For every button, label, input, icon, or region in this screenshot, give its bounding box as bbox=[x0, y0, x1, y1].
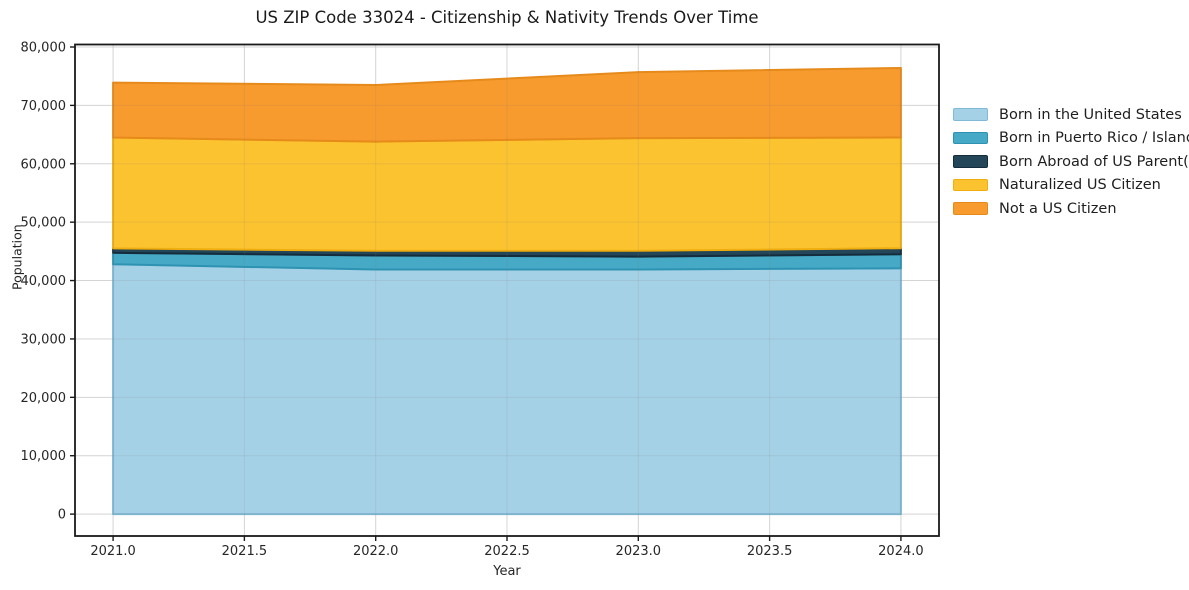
legend-label: Born Abroad of US Parent(s) bbox=[999, 153, 1189, 170]
plot-border bbox=[74, 43, 940, 537]
y-tick-label: 20,000 bbox=[21, 391, 67, 406]
x-tick-label: 2024.0 bbox=[878, 544, 924, 559]
legend-label: Not a US Citizen bbox=[999, 200, 1117, 217]
chart-title: US ZIP Code 33024 - Citizenship & Nativi… bbox=[255, 8, 759, 27]
x-tick-label: 2022.0 bbox=[353, 544, 399, 559]
x-tick-label: 2021.0 bbox=[90, 544, 136, 559]
legend-label: Born in Puerto Rico / Islands bbox=[999, 130, 1189, 146]
legend-label: Naturalized US Citizen bbox=[999, 177, 1161, 193]
x-axis-label: Year bbox=[493, 564, 521, 579]
legend-item: Born in Puerto Rico / Islands bbox=[953, 130, 1189, 146]
y-tick-label: 10,000 bbox=[21, 449, 67, 464]
x-tick-label: 2023.5 bbox=[747, 544, 793, 559]
y-tick-label: 70,000 bbox=[21, 99, 67, 114]
legend-item: Born in the United States bbox=[953, 106, 1189, 123]
y-tick-label: 80,000 bbox=[21, 41, 67, 56]
legend: Born in the United States Born in Puerto… bbox=[953, 106, 1189, 217]
tick-labels: 2021.0 2021.5 2022.0 2022.5 2023.0 2023.5 2024… bbox=[21, 41, 924, 559]
x-tick-label: 2022.5 bbox=[484, 544, 530, 559]
y-tick-label: 30,000 bbox=[21, 332, 67, 347]
y-tick-label: 40,000 bbox=[21, 274, 67, 289]
y-tick-label: 50,000 bbox=[21, 216, 67, 231]
y-tick-label: 60,000 bbox=[21, 157, 67, 172]
legend-swatch-born-in-us bbox=[953, 108, 988, 121]
x-tick-label: 2021.5 bbox=[222, 544, 268, 559]
x-tick-label: 2023.0 bbox=[616, 544, 662, 559]
legend-swatch-naturalized bbox=[953, 178, 988, 192]
legend-swatch-not-citizen bbox=[953, 202, 988, 215]
legend-swatch-puerto-rico bbox=[953, 131, 988, 145]
legend-item: Not a US Citizen bbox=[953, 200, 1189, 217]
y-tick-label: 0 bbox=[58, 508, 66, 523]
legend-item: Born Abroad of US Parent(s) bbox=[953, 153, 1189, 170]
legend-swatch-born-abroad bbox=[953, 155, 988, 168]
gridlines-overlay bbox=[75, 44, 939, 536]
area-series-4 bbox=[112, 67, 902, 143]
legend-label: Born in the United States bbox=[999, 106, 1182, 123]
stacked-areas bbox=[112, 67, 902, 516]
legend-item: Naturalized US Citizen bbox=[953, 177, 1189, 193]
